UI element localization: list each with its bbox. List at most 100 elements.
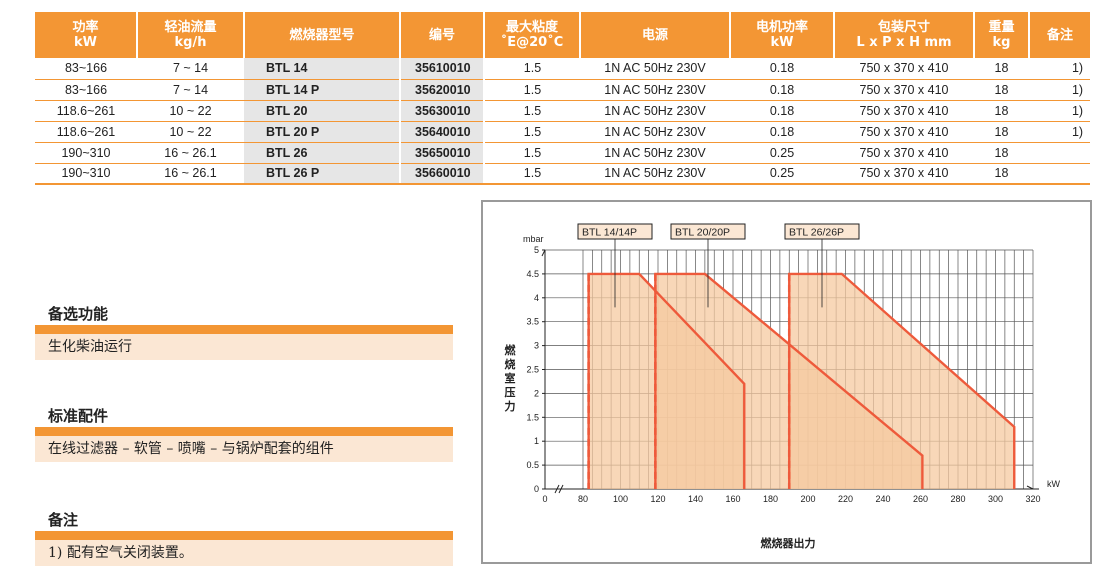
notes-section: 备注 1) 配有空气关闭装置。 (35, 509, 453, 566)
cell-supply: 1N AC 50Hz 230V (580, 121, 730, 143)
series-area (789, 273, 1015, 489)
notes-text: 1) 配有空气关闭装置。 (35, 540, 453, 566)
column-header: 备注 (1029, 12, 1090, 58)
y-tick-label: 0 (534, 484, 539, 494)
x-tick-label: 220 (838, 494, 853, 504)
column-header: 电源 (580, 12, 731, 58)
column-header: 包装尺寸 L x P x H mm (834, 12, 975, 58)
cell-flow: 10 ~ 22 (137, 121, 244, 143)
axis-break-mark (558, 484, 564, 494)
axis-break-mark (554, 484, 560, 494)
x-tick-label: 240 (875, 494, 890, 504)
section-divider (35, 427, 453, 436)
cell-flow: 16 ~ 26.1 (137, 142, 244, 164)
cell-supply: 1N AC 50Hz 230V (580, 142, 730, 164)
table-row: 190~310 16 ~ 26.1 BTL 26 35650010 1.5 1N AC 5… (35, 142, 1090, 164)
column-header: 功率 kW (35, 12, 138, 58)
standard-accessories-text: 在线过滤器 – 软管 – 喷嘴 – 与锅炉配套的组件 (35, 436, 453, 462)
cell-weight: 18 (974, 100, 1029, 122)
y-axis-title-char: 烧 (505, 357, 516, 371)
table-row: 83~166 7 ~ 14 BTL 14 35610010 1.5 1N AC 50Hz … (35, 58, 1090, 80)
column-header-label: 包装尺寸 (877, 20, 930, 35)
cell-note (1029, 163, 1090, 185)
series-label: BTL 26/26P (789, 227, 844, 239)
table-row: 118.6~261 10 ~ 22 BTL 20 P 35640010 1.5 1N AC… (35, 121, 1090, 143)
cell-weight: 18 (974, 79, 1029, 101)
table-header-row: 功率 kW 轻油流量 kg/h 燃烧器型号 编号 最大粘度 ˚E@20˚C 电源 电机功率 kW 包装… (35, 12, 1090, 58)
column-header-unit: kW (770, 35, 794, 50)
column-header: 轻油流量 kg/h (137, 12, 245, 58)
cell-code: 35630010 (400, 100, 485, 122)
x-tick-label: 300 (988, 494, 1003, 504)
cell-power: 190~310 (35, 142, 137, 164)
x-tick-label: 280 (950, 494, 965, 504)
y-unit: mbar (523, 234, 544, 244)
column-header-unit: kW (74, 35, 97, 50)
column-header: 重量 kg (974, 12, 1030, 58)
cell-code: 35640010 (400, 121, 485, 143)
standard-accessories-section: 标准配件 在线过滤器 – 软管 – 喷嘴 – 与锅炉配套的组件 (35, 405, 453, 462)
cell-motor: 0.25 (730, 163, 834, 185)
cell-model: BTL 20 P (244, 121, 401, 143)
column-header: 编号 (400, 12, 485, 58)
x-tick-label: 120 (650, 494, 665, 504)
y-tick-label: 5 (534, 245, 539, 255)
cell-supply: 1N AC 50Hz 230V (580, 100, 730, 122)
cell-viscosity: 1.5 (484, 79, 580, 101)
cell-pack: 750 x 370 x 410 (834, 142, 974, 164)
cell-viscosity: 1.5 (484, 142, 580, 164)
column-header-label: 电机功率 (755, 20, 808, 35)
x-tick-label: 100 (613, 494, 628, 504)
standard-accessories-title: 标准配件 (48, 407, 109, 425)
y-axis-title-char: 燃 (504, 343, 517, 357)
x-unit: kW (1047, 479, 1061, 489)
cell-power: 190~310 (35, 163, 137, 185)
cell-motor: 0.18 (730, 100, 834, 122)
table-body: 83~166 7 ~ 14 BTL 14 35610010 1.5 1N AC 50Hz … (35, 58, 1090, 185)
y-tick-label: 4.5 (526, 269, 539, 279)
cell-power: 83~166 (35, 79, 137, 101)
x-tick-label: 180 (763, 494, 778, 504)
cell-pack: 750 x 370 x 410 (834, 58, 974, 80)
cell-code: 35650010 (400, 142, 485, 164)
cell-flow: 7 ~ 14 (137, 58, 244, 80)
column-header-unit: ˚E@20˚C (500, 35, 564, 50)
column-header-label: 最大粘度 (505, 20, 558, 35)
y-tick-label: 2 (534, 388, 539, 398)
cell-motor: 0.18 (730, 121, 834, 143)
section-divider (35, 325, 453, 334)
cell-viscosity: 1.5 (484, 121, 580, 143)
column-header-label: 编号 (428, 27, 455, 43)
column-header-label: 功率 (72, 20, 99, 35)
column-header-label: 燃烧器型号 (289, 27, 355, 43)
x-axis-arrow (1026, 485, 1034, 490)
y-tick-label: 3.5 (526, 317, 539, 327)
cell-pack: 750 x 370 x 410 (834, 79, 974, 101)
cell-model: BTL 20 (244, 100, 401, 122)
section-divider (35, 531, 453, 540)
cell-note: 1) (1029, 79, 1090, 101)
cell-viscosity: 1.5 (484, 100, 580, 122)
x-axis-title: 燃烧器出力 (760, 536, 816, 550)
cell-motor: 0.25 (730, 142, 834, 164)
cell-weight: 18 (974, 163, 1029, 185)
optional-features-section: 备选功能 生化柴油运行 (35, 303, 453, 360)
y-tick-label: 1 (534, 436, 539, 446)
y-tick-label: 3 (534, 341, 539, 351)
cell-flow: 7 ~ 14 (137, 79, 244, 101)
cell-flow: 10 ~ 22 (137, 100, 244, 122)
x-tick-label: 160 (725, 494, 740, 504)
x-tick-label: 320 (1025, 494, 1040, 504)
cell-note (1029, 142, 1090, 164)
table-row: 83~166 7 ~ 14 BTL 14 P 35620010 1.5 1N AC 50H… (35, 79, 1090, 101)
cell-weight: 18 (974, 58, 1029, 80)
column-header-label: 备注 (1046, 27, 1073, 43)
x-tick-label: 80 (578, 494, 588, 504)
series-label: BTL 20/20P (675, 227, 730, 239)
cell-power: 118.6~261 (35, 121, 137, 143)
y-tick-label: 0.5 (526, 460, 539, 470)
column-header-unit: kg/h (174, 35, 207, 50)
cell-model: BTL 14 P (244, 79, 401, 101)
x-tick-label: 200 (800, 494, 815, 504)
x-tick-label: 260 (913, 494, 928, 504)
